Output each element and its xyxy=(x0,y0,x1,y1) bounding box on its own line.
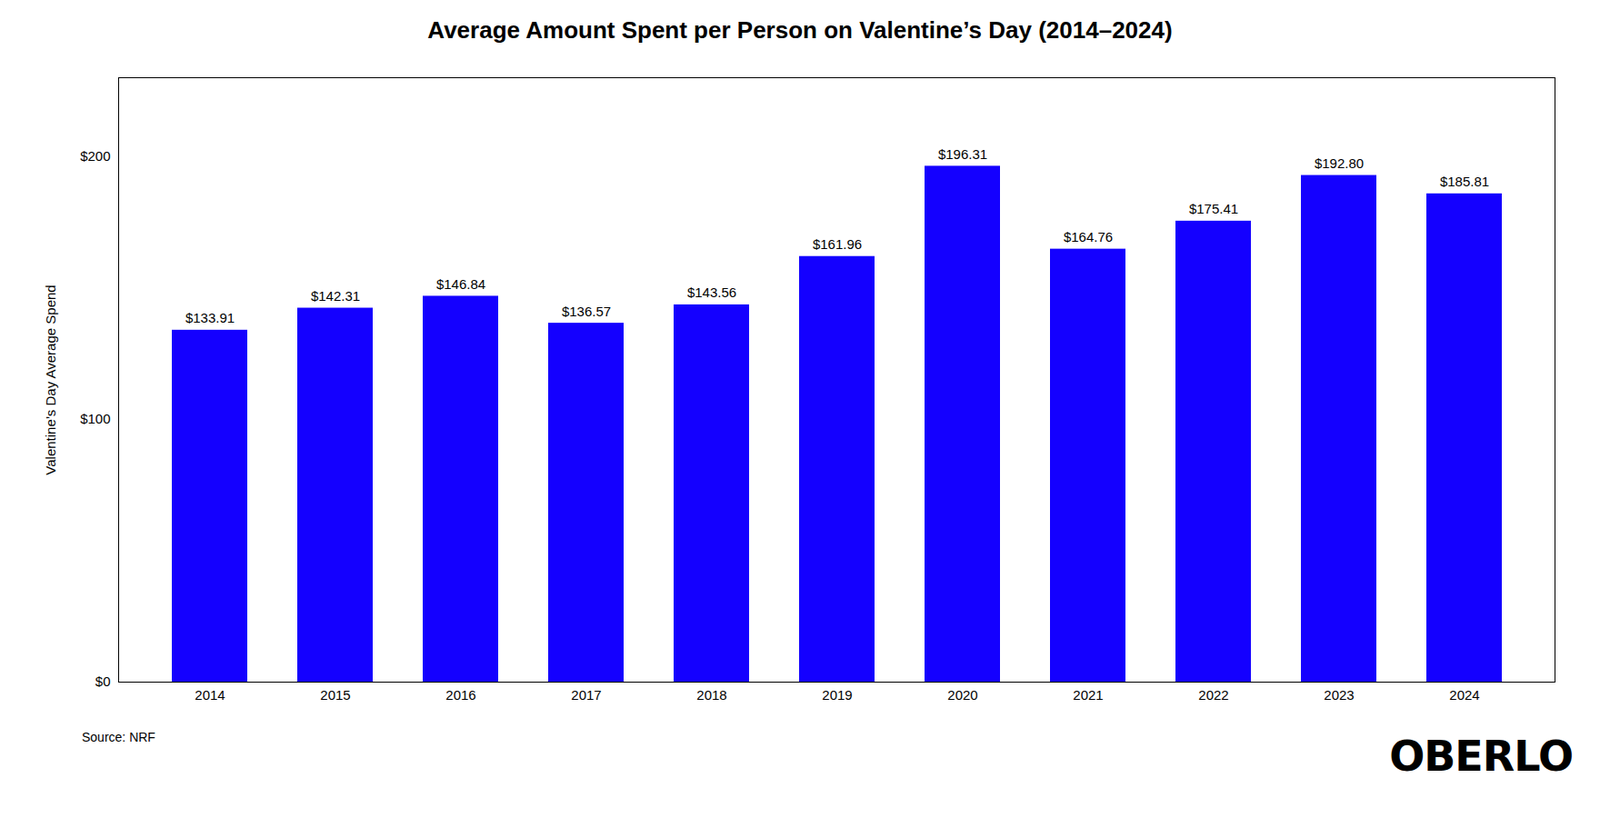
svg-text:$175.41: $175.41 xyxy=(1189,200,1239,217)
svg-text:$192.80: $192.80 xyxy=(1314,155,1364,171)
svg-text:$100: $100 xyxy=(80,410,110,427)
svg-text:2014: 2014 xyxy=(194,687,225,703)
svg-text:$161.96: $161.96 xyxy=(812,236,862,252)
svg-text:$143.56: $143.56 xyxy=(687,284,737,300)
svg-text:$185.81: $185.81 xyxy=(1440,173,1490,190)
svg-text:$136.57: $136.57 xyxy=(561,303,611,320)
svg-text:$0: $0 xyxy=(95,673,111,690)
svg-text:$164.76: $164.76 xyxy=(1063,229,1113,245)
svg-text:2018: 2018 xyxy=(696,687,727,703)
svg-text:$133.91: $133.91 xyxy=(185,310,235,326)
svg-text:$146.84: $146.84 xyxy=(436,276,486,292)
svg-text:2021: 2021 xyxy=(1072,687,1103,703)
svg-text:2023: 2023 xyxy=(1323,687,1354,703)
svg-text:2024: 2024 xyxy=(1449,687,1480,703)
html-text:OBERLO: OBERLO xyxy=(1389,731,1573,781)
svg-text:2017: 2017 xyxy=(570,687,601,703)
svg-text:Valentine’s Day Average Spend: Valentine’s Day Average Spend xyxy=(42,284,59,475)
svg-text:$200: $200 xyxy=(80,148,110,164)
svg-text:$142.31: $142.31 xyxy=(310,288,360,304)
html-text:Source: NRF: Source: NRF xyxy=(81,730,156,745)
svg-text:2016: 2016 xyxy=(445,687,476,703)
svg-text:2022: 2022 xyxy=(1198,687,1229,703)
svg-text:2019: 2019 xyxy=(821,687,852,703)
svg-text:$196.31: $196.31 xyxy=(938,146,988,162)
svg-text:2020: 2020 xyxy=(947,687,978,703)
html-text:Average Amount Spent per Perso: Average Amount Spent per Person on Valen… xyxy=(427,16,1173,44)
svg-text:2015: 2015 xyxy=(320,687,350,703)
